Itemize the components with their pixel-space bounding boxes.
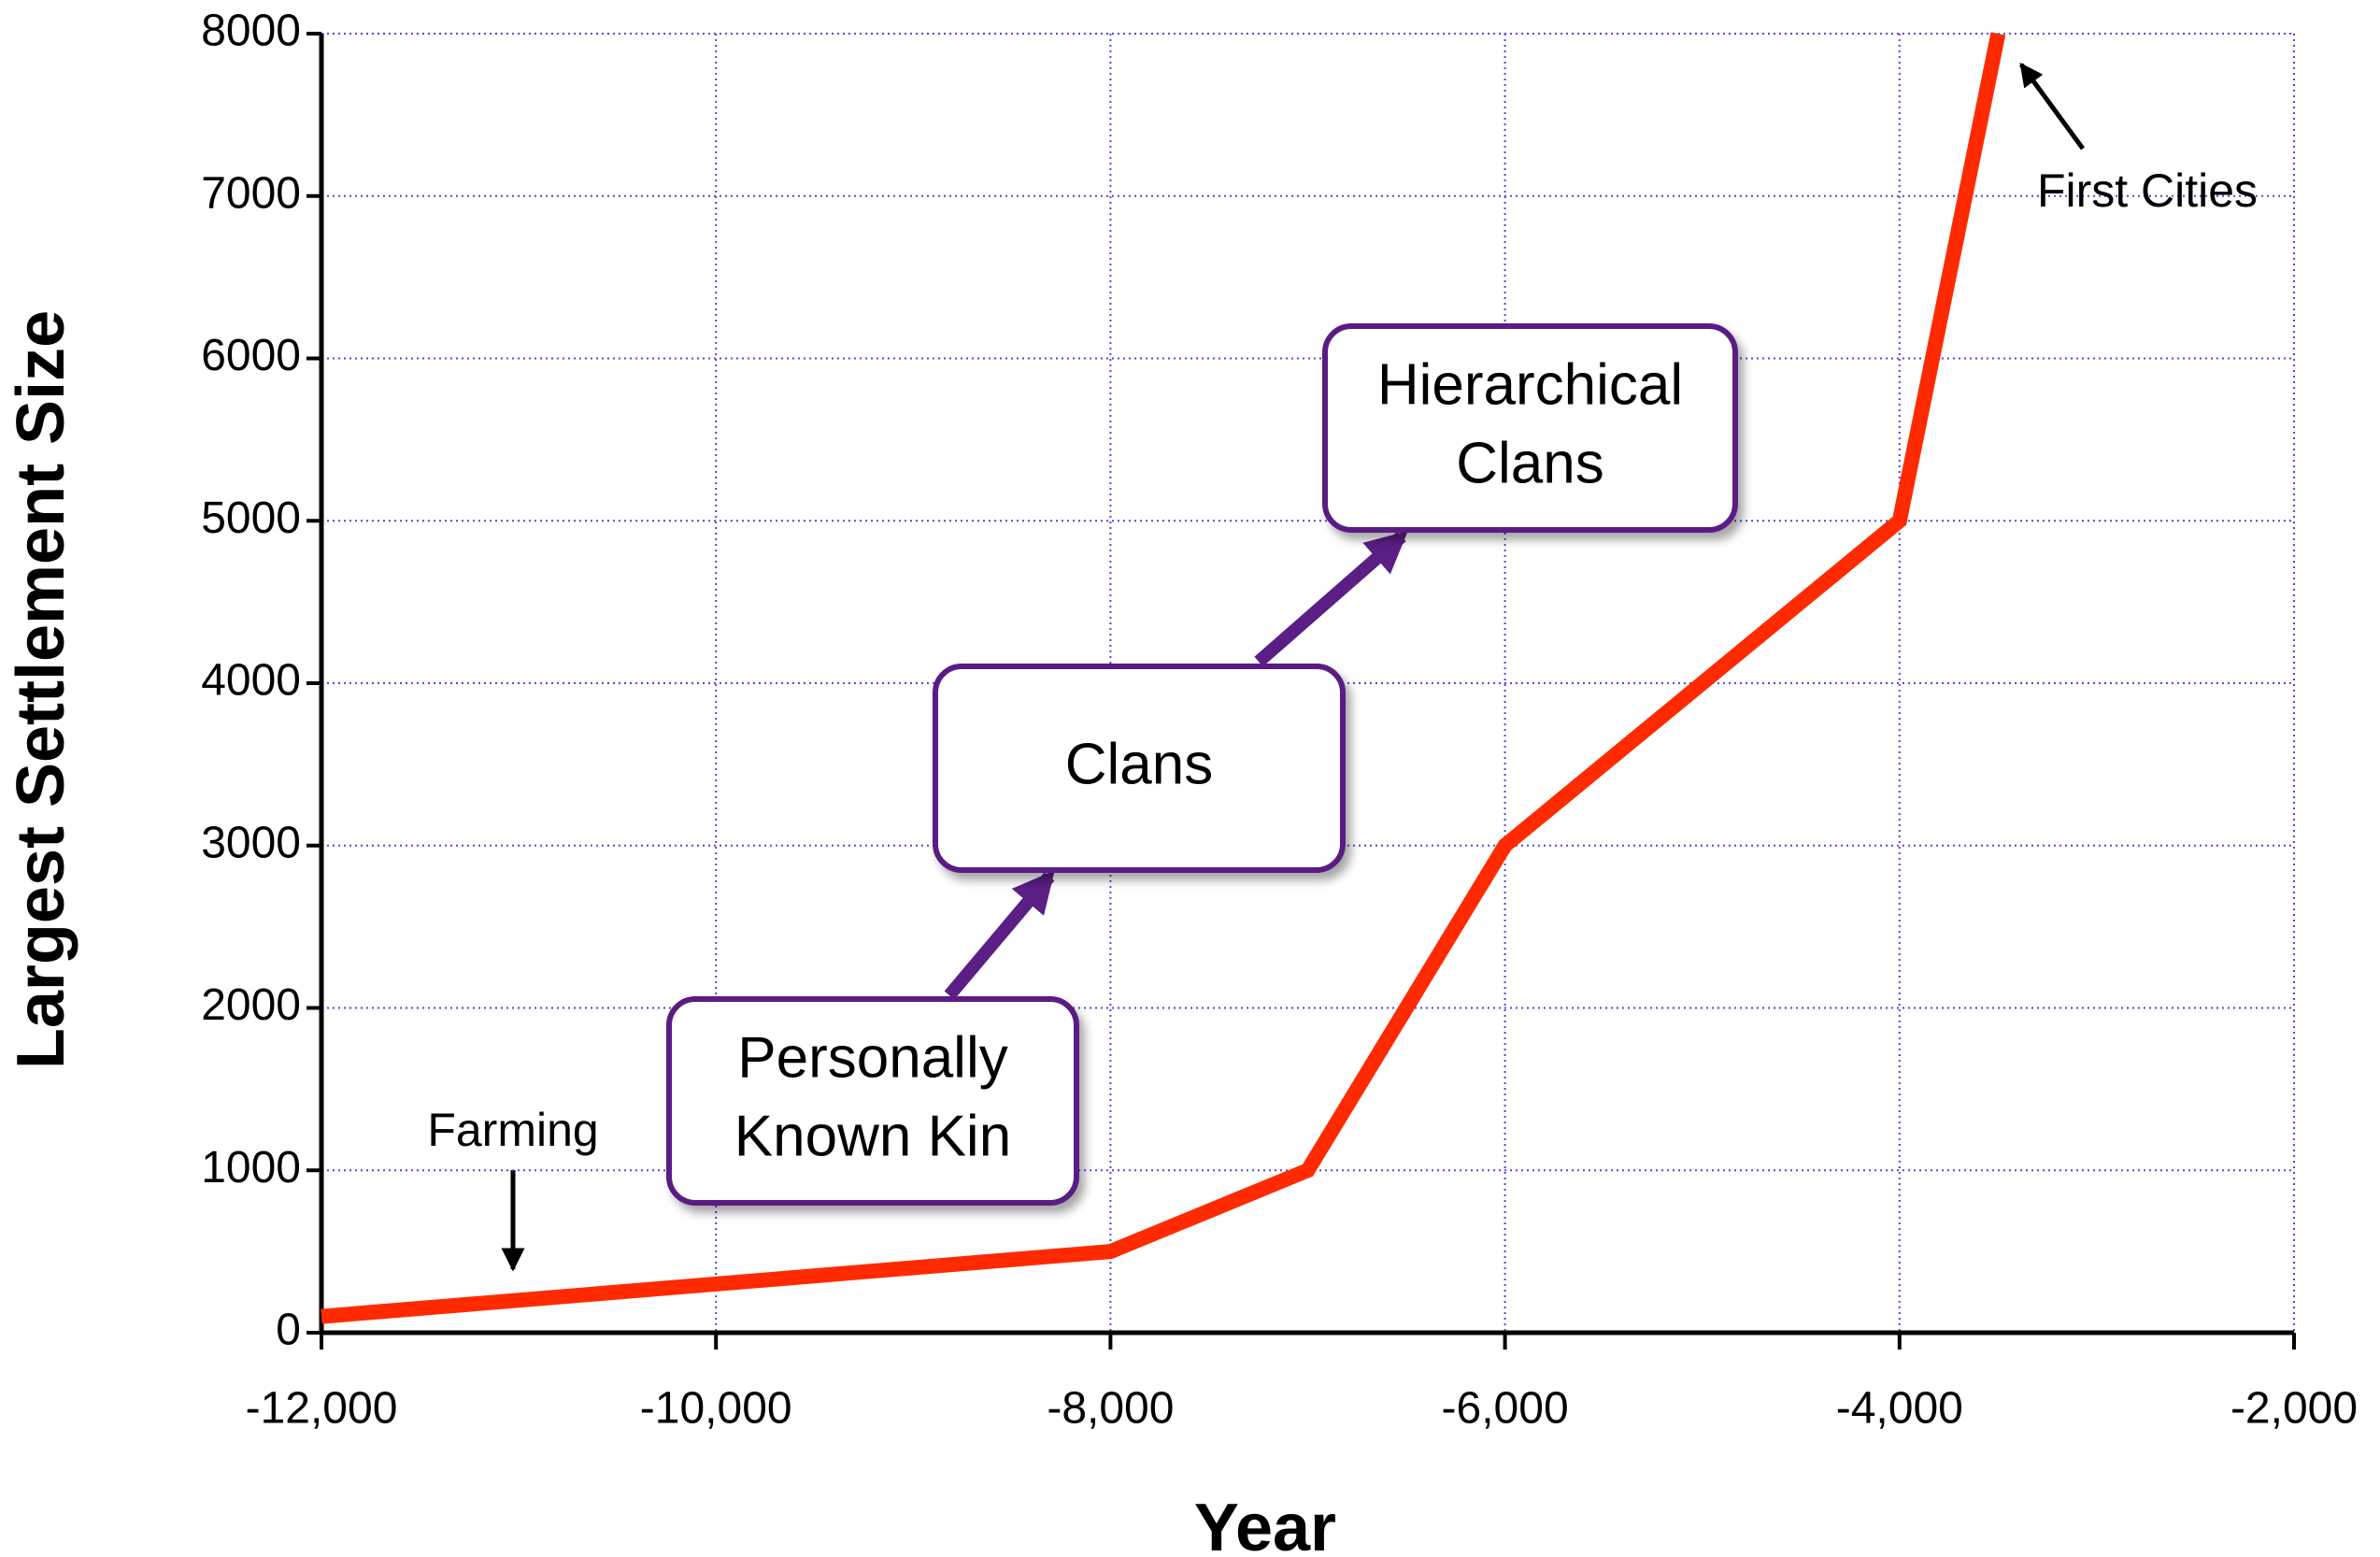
first-cities-arrow bbox=[2018, 62, 2086, 150]
annotation-box-text: Hierarchical bbox=[1377, 352, 1683, 417]
x-axis-title: Year bbox=[1194, 1491, 1336, 1557]
annotation-box-text: Clans bbox=[1065, 732, 1214, 796]
annotation-box bbox=[1322, 323, 1738, 533]
annotation: First Cities bbox=[2037, 164, 2258, 217]
y-axis-title: Largest Settlement Size bbox=[4, 310, 78, 1069]
annotation-box-text: Personally bbox=[737, 1025, 1007, 1090]
annotation-box-text: Clans bbox=[1456, 431, 1604, 495]
y-tick-label: 6000 bbox=[201, 331, 301, 380]
annotation-box bbox=[666, 996, 1079, 1206]
x-tick-label: -4,000 bbox=[1836, 1384, 1963, 1434]
x-tick-label: -10,000 bbox=[640, 1384, 792, 1434]
y-tick-label: 0 bbox=[276, 1306, 301, 1355]
annotation-box-text: Known Kin bbox=[734, 1104, 1011, 1168]
y-tick-label: 8000 bbox=[201, 7, 301, 56]
y-tick-label: 1000 bbox=[201, 1143, 301, 1193]
x-tick-label: -12,000 bbox=[246, 1384, 398, 1434]
x-tick-label: -8,000 bbox=[1047, 1384, 1174, 1434]
x-tick-label: -2,000 bbox=[2230, 1384, 2358, 1434]
y-tick-label: 4000 bbox=[201, 656, 301, 706]
y-tick-label: 3000 bbox=[201, 818, 301, 867]
x-tick-label: -6,000 bbox=[1442, 1384, 1569, 1434]
clans-to-hierarchical-arrow bbox=[1254, 531, 1408, 667]
y-tick-label: 5000 bbox=[201, 493, 301, 543]
kin-to-clans-arrow bbox=[944, 870, 1055, 1000]
annotation-box bbox=[933, 664, 1346, 873]
y-tick-label: 2000 bbox=[201, 980, 301, 1030]
y-tick-label: 7000 bbox=[201, 168, 301, 218]
data-line bbox=[321, 32, 2006, 1324]
annotation: Farming bbox=[427, 1104, 598, 1156]
